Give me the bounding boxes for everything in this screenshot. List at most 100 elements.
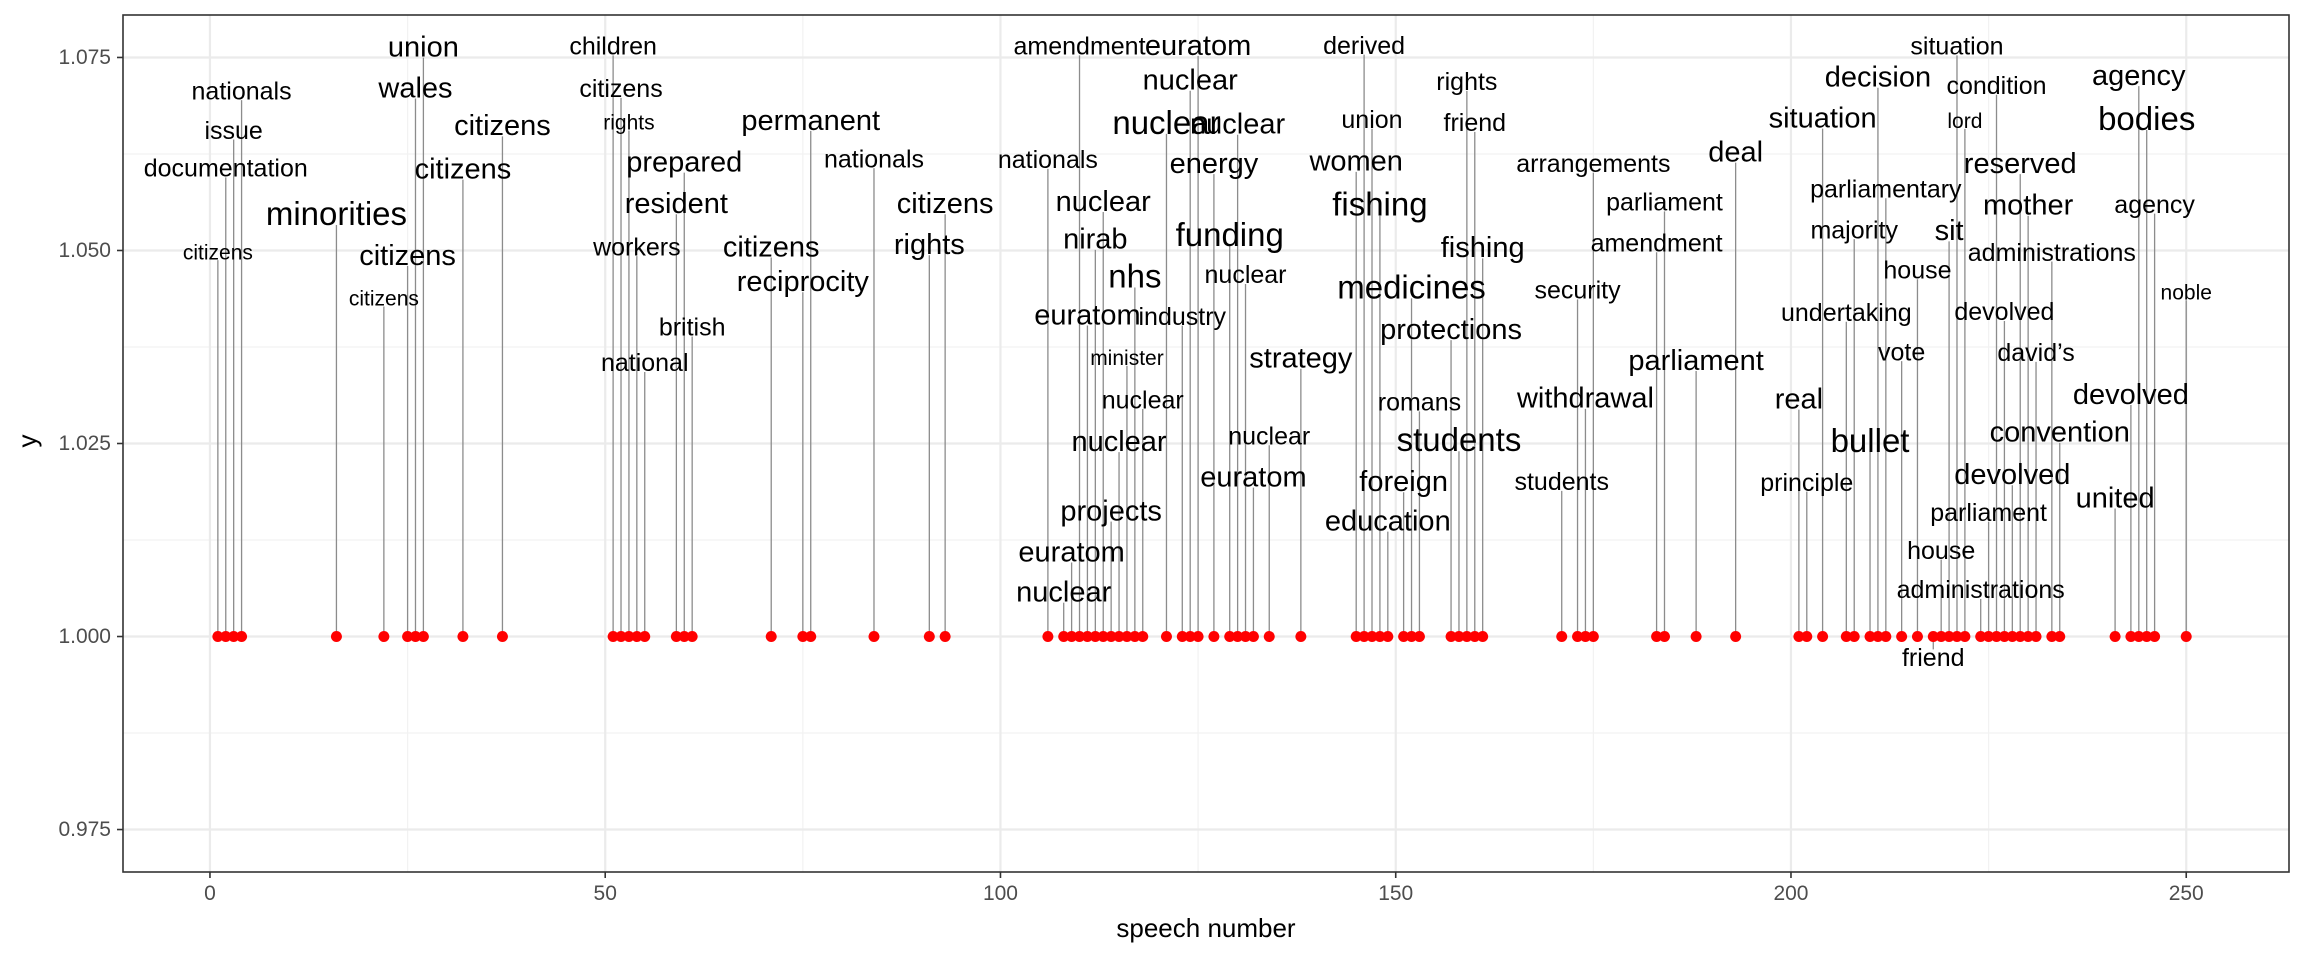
- data-point: [805, 631, 817, 643]
- data-point: [1453, 631, 1465, 643]
- data-point: [457, 631, 469, 643]
- word-label: nuclear: [1143, 65, 1238, 97]
- data-point: [1477, 631, 1489, 643]
- data-point: [1366, 631, 1378, 643]
- word-label: david’s: [1997, 339, 2074, 367]
- word-label: funding: [1176, 216, 1284, 253]
- data-point: [2149, 631, 2161, 643]
- word-label: reciprocity: [737, 266, 870, 298]
- x-tick-label: 0: [204, 882, 216, 905]
- word-label: real: [1775, 383, 1823, 415]
- data-point: [623, 631, 635, 643]
- word-label: agency: [2114, 191, 2195, 219]
- word-label: nuclear: [1190, 109, 1285, 141]
- data-point: [1358, 631, 1370, 643]
- data-point: [1690, 631, 1702, 643]
- data-point: [1382, 631, 1394, 643]
- data-point: [1129, 631, 1141, 643]
- word-label: citizens: [897, 188, 994, 220]
- data-point: [1872, 631, 1884, 643]
- data-point: [631, 631, 643, 643]
- word-label: undertaking: [1781, 299, 1912, 327]
- data-point: [1263, 631, 1275, 643]
- data-point: [330, 631, 342, 643]
- data-point: [1730, 631, 1742, 643]
- word-label: citizens: [415, 153, 512, 185]
- data-point: [1413, 631, 1425, 643]
- word-label: agency: [2092, 60, 2186, 92]
- word-label: nuclear: [1016, 577, 1111, 609]
- word-label: foreign: [1359, 466, 1448, 498]
- word-label: devolved: [1954, 459, 2070, 491]
- word-label: devolved: [1954, 298, 2054, 326]
- data-point: [1801, 631, 1813, 643]
- x-tick-label: 50: [594, 882, 617, 905]
- word-label: noble: [2161, 281, 2212, 304]
- word-label: citizens: [454, 110, 551, 142]
- word-label: bodies: [2098, 100, 2195, 137]
- word-label: industry: [1139, 303, 1227, 331]
- y-tick-label: 0.975: [58, 818, 111, 841]
- word-label: situation: [1769, 102, 1877, 134]
- word-label: nirab: [1063, 224, 1128, 256]
- data-point: [1959, 631, 1971, 643]
- word-label: citizens: [723, 231, 820, 263]
- data-point: [1192, 631, 1204, 643]
- data-point: [1998, 631, 2010, 643]
- data-point: [1160, 631, 1172, 643]
- word-label: nuclear: [1228, 423, 1310, 451]
- data-point: [1983, 631, 1995, 643]
- data-point: [1896, 631, 1908, 643]
- data-point: [1232, 631, 1244, 643]
- data-point: [220, 631, 232, 643]
- word-label: majority: [1810, 216, 1898, 244]
- word-label: rights: [603, 112, 654, 135]
- word-label: nuclear: [1056, 186, 1151, 218]
- word-label: parliamentary: [1810, 175, 1962, 203]
- data-point: [678, 631, 690, 643]
- word-label: energy: [1170, 148, 1259, 180]
- data-point: [409, 631, 421, 643]
- data-point: [1469, 631, 1481, 643]
- word-label: citizens: [579, 75, 662, 103]
- word-label: strategy: [1249, 343, 1353, 375]
- x-tick-label: 100: [983, 882, 1018, 905]
- word-label: reserved: [1964, 148, 2077, 180]
- data-point: [212, 631, 224, 643]
- data-point: [1113, 631, 1125, 643]
- word-label: documentation: [144, 155, 308, 183]
- word-label: administrations: [1897, 576, 2065, 604]
- word-label: rights: [894, 229, 965, 261]
- word-label: mother: [1983, 190, 2074, 222]
- data-point: [1105, 631, 1117, 643]
- word-label: nationals: [192, 77, 292, 105]
- word-label: convention: [1990, 417, 2130, 449]
- word-label: amendment: [1014, 33, 1146, 61]
- y-axis-ticks: 0.975 1.000 1.025 1.050 1.075: [58, 46, 123, 841]
- word-label: amendment: [1591, 230, 1723, 258]
- word-label: vote: [1878, 338, 1925, 366]
- data-point: [1184, 631, 1196, 643]
- data-point: [1991, 631, 2003, 643]
- data-point: [2054, 631, 2066, 643]
- word-label: devolved: [2073, 379, 2189, 411]
- data-point: [496, 631, 508, 643]
- data-point: [2006, 631, 2018, 643]
- data-point: [1911, 631, 1923, 643]
- word-label: fishing: [1441, 232, 1525, 264]
- word-label: nuclear: [1102, 386, 1184, 414]
- data-point: [236, 631, 248, 643]
- word-label: wales: [377, 72, 452, 104]
- word-label: house: [1907, 537, 1975, 565]
- word-label: nationals: [824, 145, 924, 173]
- y-tick-label: 1.025: [58, 432, 111, 455]
- word-label: medicines: [1337, 268, 1486, 305]
- label-stems: [217, 54, 2187, 650]
- data-point: [1817, 631, 1829, 643]
- word-label: nuclear: [1112, 104, 1220, 141]
- word-label: house: [1883, 257, 1951, 285]
- data-point: [2046, 631, 2058, 643]
- data-point: [765, 631, 777, 643]
- word-label: protections: [1380, 314, 1522, 346]
- x-tick-label: 150: [1378, 882, 1413, 905]
